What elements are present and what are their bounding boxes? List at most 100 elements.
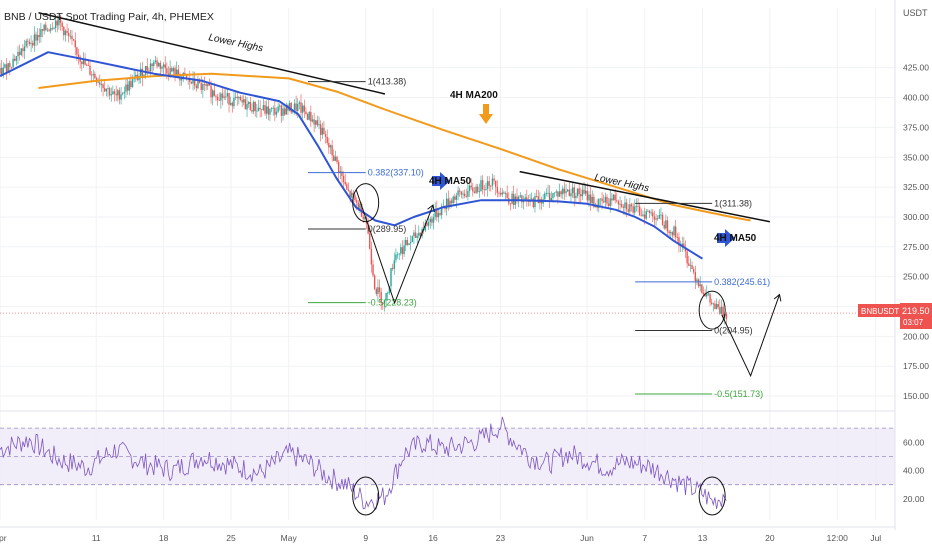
candle-body <box>377 287 379 294</box>
candle-body <box>405 240 407 246</box>
candle-body <box>25 40 27 47</box>
candle-body <box>393 260 395 269</box>
candle-body <box>431 218 433 223</box>
candle-body <box>234 96 237 98</box>
candle-body <box>144 66 147 75</box>
candle-body <box>614 194 616 201</box>
candle-body <box>141 68 144 79</box>
candle-body <box>5 64 8 73</box>
candle-body <box>480 180 482 192</box>
candle-body <box>555 191 557 193</box>
time-tick-label: 7 <box>642 533 647 543</box>
price-tick-label: 150.00 <box>903 391 929 401</box>
candle-body <box>329 145 332 148</box>
ma200-label: 4H MA200 <box>450 90 498 101</box>
candle-body <box>319 124 322 135</box>
candle-body <box>241 99 243 103</box>
candle-body <box>686 251 688 264</box>
candle-body <box>159 62 162 69</box>
time-tick-label: 11 <box>92 533 101 543</box>
candle-body <box>244 99 247 110</box>
candle-body <box>481 180 484 190</box>
candle-body <box>104 88 106 92</box>
candle-body <box>311 119 314 122</box>
price-tick-label: 400.00 <box>903 93 929 103</box>
candle-body <box>369 233 371 249</box>
candle-body <box>694 272 697 282</box>
candle-body <box>409 242 412 244</box>
candle-body <box>661 214 664 225</box>
candle-body <box>221 93 224 98</box>
candle-body <box>725 313 728 319</box>
candle-body <box>131 79 134 88</box>
candle-body <box>200 83 202 90</box>
candle-body <box>629 204 631 212</box>
candle-body <box>171 68 173 72</box>
candle-body <box>303 105 305 112</box>
candle-body <box>373 275 376 289</box>
price-tick-label: 425.00 <box>903 63 929 73</box>
time-tick-label: 9 <box>363 533 368 543</box>
candle-body <box>475 186 477 193</box>
candle-body <box>22 48 24 52</box>
candle-body <box>516 196 518 200</box>
candle-body <box>604 196 607 203</box>
candle-body <box>452 196 454 204</box>
candle-body <box>342 175 345 182</box>
candle-body <box>436 209 438 218</box>
may-top-circle <box>352 183 380 223</box>
candle-body <box>316 120 319 126</box>
candle-body <box>117 90 119 96</box>
candle-body <box>432 217 435 223</box>
candle-body <box>630 204 633 207</box>
candle-body <box>486 181 489 189</box>
candle-body <box>154 60 157 62</box>
candle-body <box>449 200 451 206</box>
fib-level-label: 1(311.38) <box>714 198 752 208</box>
candle-body <box>701 284 703 293</box>
candle-body <box>177 69 180 77</box>
candle-body <box>84 58 86 65</box>
candle-body <box>270 108 273 110</box>
candle-body <box>185 75 188 79</box>
candle-body <box>467 191 469 197</box>
candle-body <box>524 197 526 201</box>
candle-body <box>99 82 101 85</box>
candle-body <box>460 191 463 195</box>
candle-body <box>310 112 312 122</box>
candle-body <box>478 191 481 193</box>
candle-body <box>68 32 70 37</box>
candle-body <box>7 63 9 73</box>
candle-body <box>496 187 499 193</box>
price-tick-label: 325.00 <box>903 182 929 192</box>
candle-body <box>450 200 453 204</box>
candle-body <box>490 185 492 187</box>
candle-body <box>130 81 132 88</box>
candle-body <box>391 267 394 269</box>
candle-body <box>9 63 11 67</box>
candle-body <box>236 96 238 99</box>
candle-body <box>257 107 260 111</box>
candle-body <box>210 85 212 98</box>
candle-body <box>174 68 176 78</box>
projection-arrowhead <box>427 204 435 213</box>
candle-body <box>324 134 327 137</box>
candle-body <box>634 206 636 213</box>
candle-body <box>390 267 392 287</box>
candle-body <box>172 68 175 72</box>
candle-body <box>275 111 278 115</box>
candle-body <box>660 214 662 216</box>
candle-body <box>149 63 152 72</box>
candle-body <box>218 99 220 101</box>
candle-body <box>359 203 361 210</box>
candle-body <box>135 74 137 77</box>
candle-body <box>643 214 646 219</box>
candle-body <box>560 191 562 195</box>
candle-body <box>69 35 72 37</box>
time-tick-label: Apr <box>0 533 7 543</box>
candle-body <box>545 192 548 194</box>
candle-body <box>704 294 706 297</box>
fib-level-label: 0.382(245.61) <box>714 277 770 287</box>
candle-body <box>63 26 65 36</box>
candle-body <box>501 192 503 195</box>
